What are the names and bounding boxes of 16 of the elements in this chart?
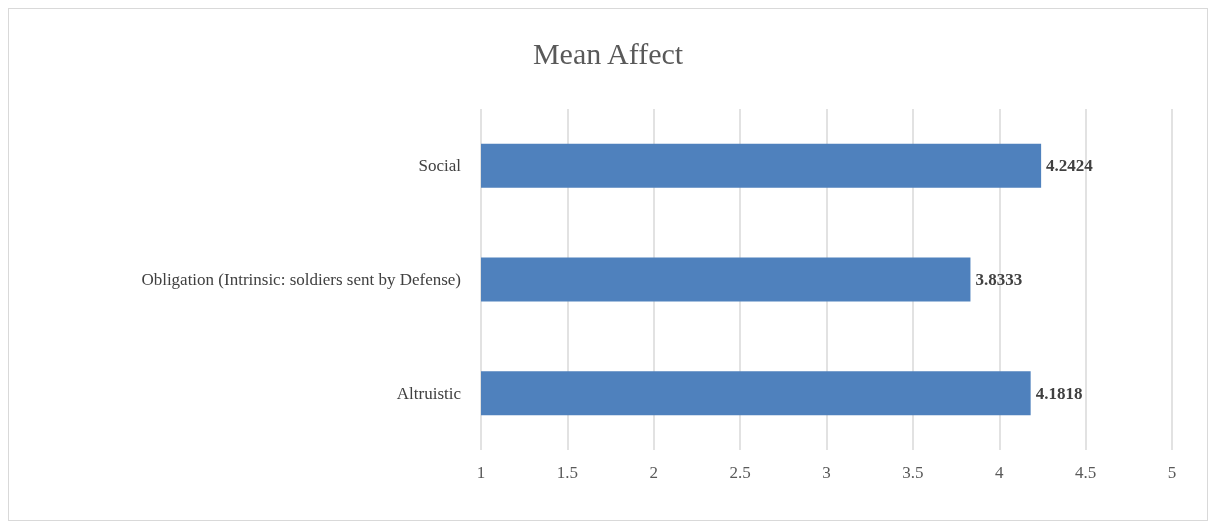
x-tick-label: 2.5 xyxy=(729,463,751,482)
y-tick-label: Altruistic xyxy=(396,383,462,403)
x-tick-label: 1.5 xyxy=(556,463,578,482)
y-tick-label: Social xyxy=(418,156,462,176)
y-tick-label: Obligation (Intrinsic: soldiers sent by Defense) xyxy=(141,270,461,289)
data-label: 3.8333 xyxy=(975,270,1023,289)
x-tick-label: 1 xyxy=(476,463,486,482)
x-tick-label: 3 xyxy=(822,463,831,482)
chart-title: Mean Affect xyxy=(532,36,684,70)
x-tick-label: 3.5 xyxy=(902,463,924,482)
data-label: 4.1818 xyxy=(1035,383,1083,403)
x-tick-label: 4 xyxy=(995,463,1004,482)
x-tick-label: 2 xyxy=(649,463,658,482)
x-tick-label: 5 xyxy=(1167,463,1177,482)
data-label: 4.2424 xyxy=(1046,156,1094,176)
x-tick-label: 4.5 xyxy=(1075,463,1097,482)
